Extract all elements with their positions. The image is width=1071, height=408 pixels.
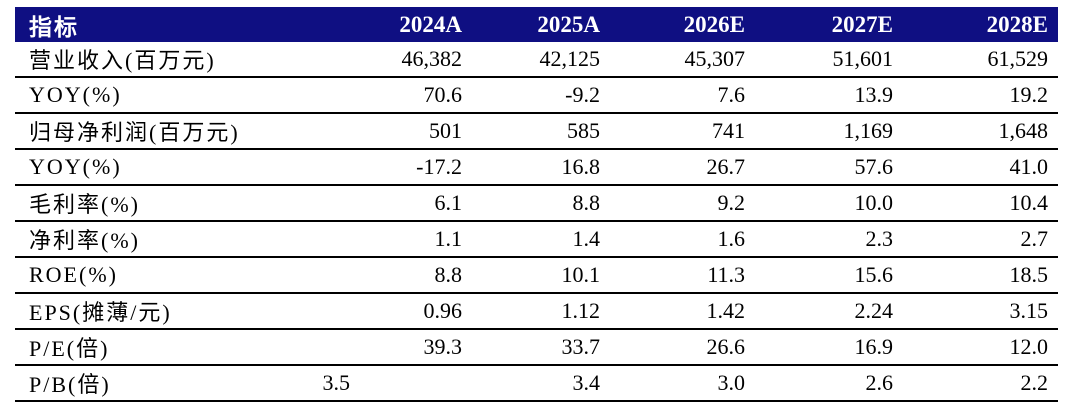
- cell-value: 501: [429, 118, 462, 143]
- column-header-2028e: 2028E: [986, 11, 1048, 37]
- cell-value: 3.15: [1009, 298, 1049, 323]
- cell-value: 1.1: [434, 226, 463, 251]
- cell-value: 18.5: [1009, 262, 1049, 287]
- row-label: 归母净利润(百万元): [29, 120, 240, 145]
- row-label: ROE(%): [29, 262, 118, 287]
- cell-value: 585: [567, 118, 600, 143]
- cell-value: 0.96: [423, 298, 463, 323]
- cell-value: 1.6: [717, 226, 746, 251]
- cell-value: 13.9: [854, 82, 894, 107]
- row-label: EPS(摊薄/元): [29, 300, 172, 325]
- cell-value: 1.4: [572, 226, 601, 251]
- cell-value: 2.3: [865, 226, 894, 251]
- cell-value: 10.1: [561, 262, 601, 287]
- row-label: P/E(倍): [29, 336, 110, 361]
- table-row-eps: EPS(摊薄/元) 0.96 1.12 1.42 2.24 3.15: [15, 294, 1058, 330]
- cell-value: 61,529: [987, 46, 1049, 71]
- cell-value: 26.6: [706, 334, 746, 359]
- column-header-2024a: 2024A: [399, 11, 462, 37]
- table-row-gross-margin: 毛利率(%) 6.1 8.8 9.2 10.0 10.4: [15, 186, 1058, 222]
- cell-value: -17.2: [416, 154, 462, 179]
- cell-value: 2.6: [865, 370, 894, 395]
- cell-value: -9.2: [565, 82, 600, 107]
- cell-value: 46,382: [401, 46, 463, 71]
- table-header-row: 指标 2024A 2025A 2026E 2027E 2028E: [15, 7, 1058, 42]
- cell-value: 70.6: [423, 82, 463, 107]
- cell-value: 6.1: [434, 190, 463, 215]
- table-row-net-profit-yoy: YOY(%) -17.2 16.8 26.7 57.6 41.0: [15, 150, 1058, 186]
- financial-metrics-table: 指标 2024A 2025A 2026E 2027E 2028E 营业收入(百万…: [15, 7, 1058, 402]
- cell-value: 57.6: [854, 154, 894, 179]
- cell-value: 3.5: [322, 370, 351, 395]
- cell-value: 2.2: [1020, 370, 1049, 395]
- table-row-pe: P/E(倍) 39.3 33.7 26.6 16.9 12.0: [15, 330, 1058, 366]
- cell-value: 8.8: [434, 262, 463, 287]
- cell-value: 12.0: [1009, 334, 1049, 359]
- cell-value: 11.3: [707, 262, 745, 287]
- column-header-metric: 指标: [29, 14, 79, 40]
- cell-value: 33.7: [561, 334, 601, 359]
- cell-value: 9.2: [717, 190, 746, 215]
- table-row-revenue-yoy: YOY(%) 70.6 -9.2 7.6 13.9 19.2: [15, 78, 1058, 114]
- cell-value: 16.9: [854, 334, 894, 359]
- row-label: P/B(倍): [29, 372, 111, 397]
- cell-value: 19.2: [1009, 82, 1049, 107]
- column-header-2025a: 2025A: [537, 11, 600, 37]
- cell-value: 1,169: [843, 118, 894, 143]
- cell-value: 741: [712, 118, 745, 143]
- cell-value: 26.7: [706, 154, 746, 179]
- row-label: 毛利率(%): [29, 192, 140, 217]
- table-row-net-margin: 净利率(%) 1.1 1.4 1.6 2.3 2.7: [15, 222, 1058, 258]
- cell-value: 8.8: [572, 190, 601, 215]
- table-row-revenue: 营业收入(百万元) 46,382 42,125 45,307 51,601 61…: [15, 42, 1058, 78]
- cell-value: 10.0: [854, 190, 894, 215]
- cell-value: 1.12: [561, 298, 601, 323]
- cell-value: 16.8: [561, 154, 601, 179]
- cell-value: 51,601: [832, 46, 894, 71]
- cell-value: 15.6: [854, 262, 894, 287]
- column-header-2027e: 2027E: [831, 11, 893, 37]
- cell-value: 7.6: [717, 82, 746, 107]
- table-row-roe: ROE(%) 8.8 10.1 11.3 15.6 18.5: [15, 258, 1058, 294]
- cell-value: 3.4: [572, 370, 601, 395]
- cell-value: 2.7: [1020, 226, 1049, 251]
- row-label: 营业收入(百万元): [29, 48, 216, 73]
- cell-value: 1.42: [706, 298, 746, 323]
- cell-value: 42,125: [539, 46, 601, 71]
- table-row-pb: P/B(倍) 3.5 3.4 3.0 2.6 2.2: [15, 366, 1058, 402]
- cell-value: 1,648: [998, 118, 1049, 143]
- table-row-net-profit: 归母净利润(百万元) 501 585 741 1,169 1,648: [15, 114, 1058, 150]
- cell-value: 39.3: [423, 334, 463, 359]
- cell-value: 10.4: [1009, 190, 1049, 215]
- cell-value: 2.24: [854, 298, 894, 323]
- column-header-2026e: 2026E: [683, 11, 745, 37]
- cell-value: 41.0: [1009, 154, 1049, 179]
- cell-value: 45,307: [684, 46, 746, 71]
- row-label: YOY(%): [29, 154, 122, 179]
- row-label: YOY(%): [29, 82, 122, 107]
- cell-value: 3.0: [717, 370, 746, 395]
- row-label: 净利率(%): [29, 228, 140, 253]
